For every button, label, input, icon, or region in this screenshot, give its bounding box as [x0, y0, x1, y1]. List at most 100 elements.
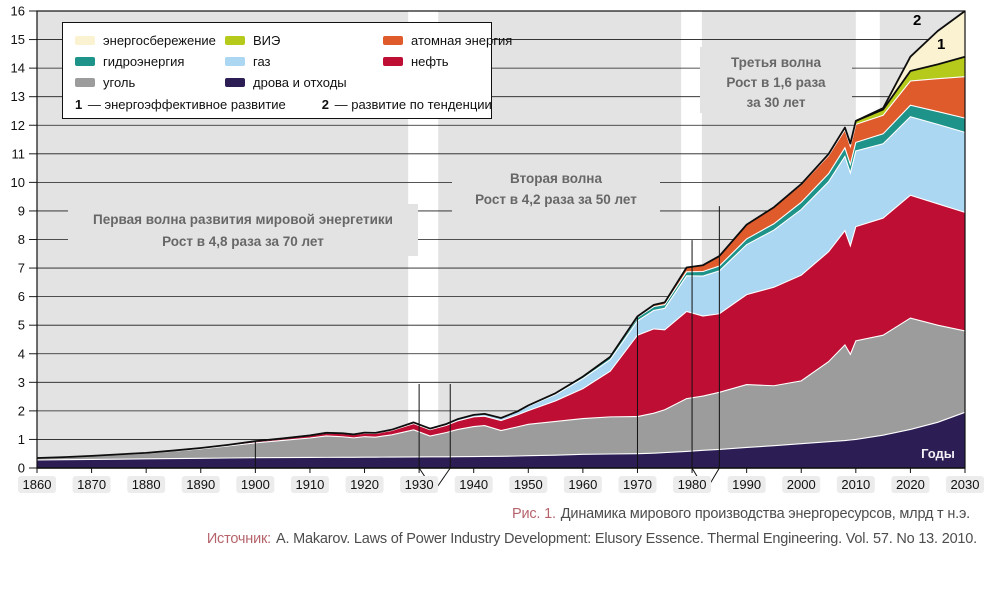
- annotation-second-wave: Вторая волна Рост в 4,2 раза за 50 лет: [452, 163, 660, 213]
- y-tick-label: 16: [11, 4, 25, 19]
- x-tick-label-pill: [72, 476, 111, 493]
- scenario-2-point-label: 2: [913, 12, 922, 29]
- plot-border: [36, 10, 966, 469]
- annotation-third-wave-title: Третья волна: [730, 55, 822, 70]
- x-tick-label: 1890: [186, 477, 215, 492]
- x-tick-label: 1880: [132, 477, 161, 492]
- y-tick-label: 2: [18, 403, 25, 418]
- x-tick-label-pill: [782, 476, 821, 493]
- x-tick-label: 2000: [787, 477, 816, 492]
- area-hydro: [37, 105, 965, 459]
- legend-item-label: уголь: [103, 75, 136, 90]
- figure-source: Источник: A. Makarov. Laws of Power Indus…: [207, 531, 977, 547]
- x-tick-label: 1940: [459, 477, 488, 492]
- x-tick-label: 1860: [23, 477, 52, 492]
- x-tick-label-pill: [563, 476, 602, 493]
- x-tick-label-pill: [891, 476, 930, 493]
- annotation-third-wave: Третья волна Рост в 1,6 раза за 30 лет: [700, 47, 852, 113]
- legend-scenario-entries: 1 — энергоэффективное развитие 2 — развит…: [75, 97, 492, 112]
- annotation-third-wave-growth: Рост в 1,6 раза: [726, 75, 826, 90]
- oil-swatch: [383, 57, 403, 66]
- wood-waste-swatch: [225, 78, 245, 87]
- annotation-second-wave-growth: Рост в 4,2 раза за 50 лет: [475, 192, 637, 207]
- x-tick-label: 1930: [405, 477, 434, 492]
- scenario-1-line: [36, 55, 966, 459]
- x-tick-label-pill: [18, 476, 56, 493]
- x-axis: 1860 1870 1880 1890 1900 1910 1920 1930 1940 1950…: [18, 467, 984, 493]
- hydro-swatch: [75, 57, 95, 66]
- x-tick-label-pill: [509, 476, 548, 493]
- x-tick-label-pill: [290, 476, 329, 493]
- legend-item-label: атомная энергия: [411, 33, 513, 48]
- x-tick-label-pill: [727, 476, 766, 493]
- nuclear-swatch: [383, 36, 403, 45]
- x-tick-label-pill: [345, 476, 384, 493]
- legend-item-label: газ: [253, 54, 271, 69]
- x-tick-label: 1900: [241, 477, 270, 492]
- layer-separator-line: [36, 317, 966, 459]
- scenario-1-point-label: 1: [937, 36, 946, 53]
- legend-items: энергосбережение гидроэнергия уголь ВИЭ газ д…: [75, 30, 512, 93]
- area-wood: [37, 412, 965, 468]
- y-tick-label: 8: [18, 232, 25, 247]
- legend-item-label: ВИЭ: [253, 33, 281, 48]
- x-axis-title: Годы: [921, 446, 955, 461]
- energy-saving-swatch: [75, 36, 95, 45]
- x-tick-label: 2020: [896, 477, 925, 492]
- x-tick-label: 2030: [951, 477, 980, 492]
- x-tick-label-pill: [946, 476, 984, 493]
- legend-item: энергосбережение: [75, 33, 225, 48]
- scenario-2-line: [855, 10, 966, 122]
- scenario-legend-entry: 1 — энергоэффективное развитие: [75, 97, 286, 112]
- x-tick-label: 1910: [295, 477, 324, 492]
- legend-item-label: дрова и отходы: [253, 75, 347, 90]
- x-tick-label: 1920: [350, 477, 379, 492]
- y-tick-label: 15: [11, 32, 25, 47]
- x-tick-label: 1960: [568, 477, 597, 492]
- gas-swatch: [225, 57, 245, 66]
- annotation-first-wave-growth: Рост в 4,8 раза за 70 лет: [162, 234, 324, 249]
- figure-caption: Рис. 1. Динамика мирового производства эн…: [512, 506, 970, 522]
- coal-swatch: [75, 78, 95, 87]
- legend-item: атомная энергия: [383, 33, 512, 48]
- y-tick-label: 3: [18, 375, 25, 390]
- figure-caption-number: Рис. 1.: [512, 506, 556, 522]
- x-tick-label-pill: [236, 476, 275, 493]
- legend-item: нефть: [383, 54, 491, 69]
- legend-item: ВИЭ: [225, 33, 383, 48]
- legend-item: уголь: [75, 75, 225, 90]
- x-tick-label-pill: [673, 476, 712, 493]
- y-tick-label: 9: [18, 203, 25, 218]
- legend-item-label: нефть: [411, 54, 449, 69]
- y-tick-label: 1: [18, 432, 25, 447]
- chart-legend: энергосбережение гидроэнергия уголь ВИЭ газ д…: [62, 22, 512, 119]
- x-tick-label-pill: [454, 476, 493, 493]
- layer-separator-line: [36, 411, 966, 461]
- annotation-third-wave-growth-2: за 30 лет: [746, 95, 806, 110]
- x-tick-label-pill: [400, 476, 439, 493]
- scenario-legend-entry: 2 — развитие по тенденции: [321, 97, 492, 112]
- annotation-first-wave-title: Первая волна развития мировой энергетики: [93, 212, 393, 227]
- figure-source-text: A. Makarov. Laws of Power Industry Devel…: [275, 531, 977, 547]
- area-coal: [37, 318, 965, 461]
- legend-item: гидроэнергия: [75, 54, 225, 69]
- y-tick-label: 12: [11, 118, 25, 133]
- legend-item: дрова и отходы: [225, 75, 383, 90]
- x-tick-label: 1870: [77, 477, 106, 492]
- renewables-swatch: [225, 36, 245, 45]
- legend-item-label: гидроэнергия: [103, 54, 185, 69]
- y-tick-label: 7: [18, 261, 25, 276]
- x-tick-label-pill: [836, 476, 875, 493]
- x-tick-label-pill: [181, 476, 220, 493]
- x-tick-label: 1970: [623, 477, 652, 492]
- figure-caption-text: Динамика мирового производства энергорес…: [560, 506, 970, 522]
- x-tick-label: 2010: [841, 477, 870, 492]
- x-tick-label-pill: [618, 476, 657, 493]
- energy-stacked-area-chart: 0 1 2 3 4 5 6 7 8 9 10 11 12 13 14 15 16 1860 1870 1880 1890…: [11, 4, 984, 493]
- annotation-first-wave: Первая волна развития мировой энергетики…: [68, 204, 418, 256]
- figure-source-prefix: Источник:: [206, 531, 271, 547]
- area-oil: [37, 195, 965, 459]
- y-tick-label: 0: [18, 461, 25, 476]
- y-tick-label: 6: [18, 289, 25, 304]
